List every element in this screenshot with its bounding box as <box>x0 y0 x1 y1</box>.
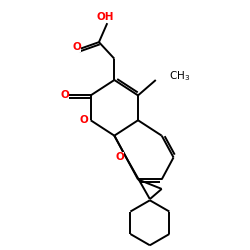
Text: O: O <box>72 42 81 52</box>
Text: O: O <box>79 115 88 125</box>
Text: CH$_3$: CH$_3$ <box>169 70 190 83</box>
Text: O: O <box>61 90 70 101</box>
Text: O: O <box>115 152 124 162</box>
Text: OH: OH <box>96 12 114 22</box>
